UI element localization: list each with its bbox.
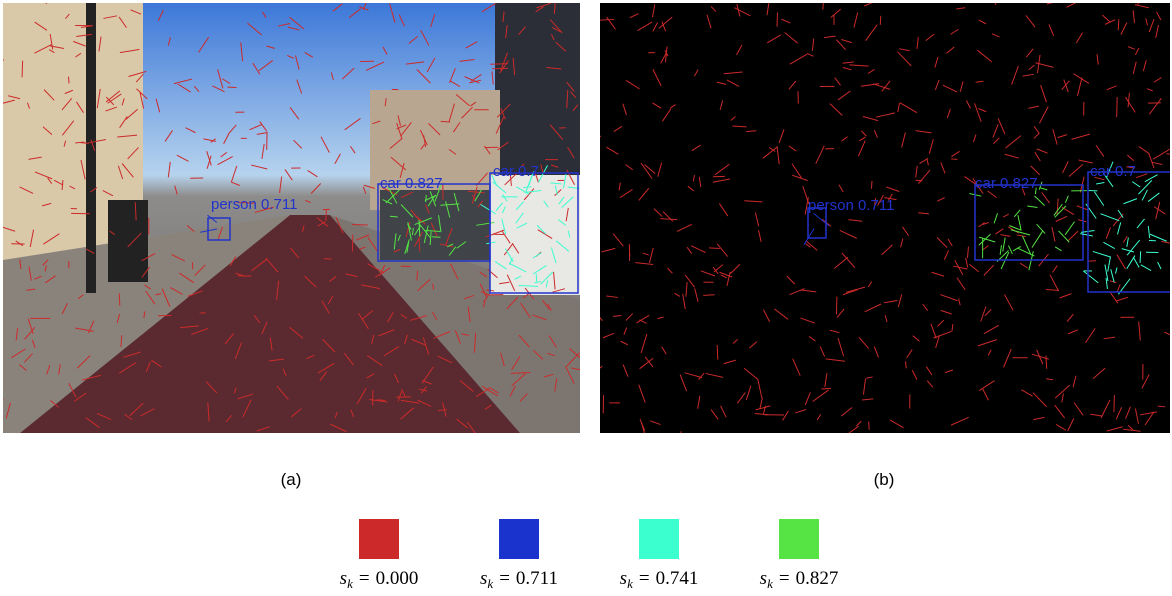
figure: person 0.711 car 0.827 car 0.7 person 0.71… [0,0,1172,596]
legend-label: sk = 0.741 [620,568,699,591]
flow-arrow [490,64,508,65]
legend-label: sk = 0.711 [480,568,558,591]
flow-arrow [871,181,872,189]
flow-arrow [595,131,600,137]
legend-swatch [639,519,679,559]
legend-swatch [359,519,399,559]
subscript: k [487,576,493,591]
flow-arrow [823,0,824,9]
relation: = [779,568,790,589]
flow-arrow [324,259,332,260]
symbol: s [480,568,487,589]
legend: sk=0.000sk=0.711sk=0.741sk=0.827 [340,519,839,591]
flow-arrow [492,68,508,69]
relation: = [639,568,650,589]
flow-arrow [821,388,830,389]
legend-value: 0.741 [656,568,699,589]
symbol: s [620,568,627,589]
detection-label: car 0.827 [380,175,443,192]
subscript: k [627,576,633,591]
detection-label: person 0.711 [808,197,894,214]
flow-arrow [703,295,714,296]
relation: = [499,568,510,589]
flow-arrow [1128,0,1129,3]
legend-value: 0.000 [376,568,419,589]
symbol: s [760,568,767,589]
flow-arrow [677,431,681,447]
caption: (a) [281,470,302,489]
detection-label: car 0.827 [975,175,1038,192]
flow-arrow [906,361,907,368]
flow-arrow [0,318,3,323]
legend-swatch [499,519,539,559]
flow-arrow [22,61,23,78]
subscript: k [767,576,773,591]
symbol: s [340,568,347,589]
flow-arrow [717,345,718,360]
flow-arrow [1140,251,1141,263]
flow-arrow [1,399,3,408]
legend-label: sk = 0.827 [760,568,839,591]
detection-label: person 0.711 [211,196,297,213]
panel-a: person 0.711 car 0.827 car 0.7 [0,0,586,437]
panel-b: person 0.711 car 0.827 car 0.7 [590,0,1172,447]
legend-value: 0.711 [516,568,558,589]
detection-label: car 0.7 [493,163,539,180]
legend-swatch [779,519,819,559]
legend-value: 0.827 [796,568,839,589]
flow-arrow [880,16,881,25]
flow-arrow [119,293,120,305]
flow-arrow [69,77,70,84]
caption: (b) [874,470,895,489]
legend-label: sk = 0.000 [340,568,419,591]
flow-arrow [1118,19,1119,30]
flow-arrow [709,248,720,249]
detection-label: car 0.7 [1090,163,1136,180]
subscript: k [347,576,353,591]
relation: = [359,568,370,589]
